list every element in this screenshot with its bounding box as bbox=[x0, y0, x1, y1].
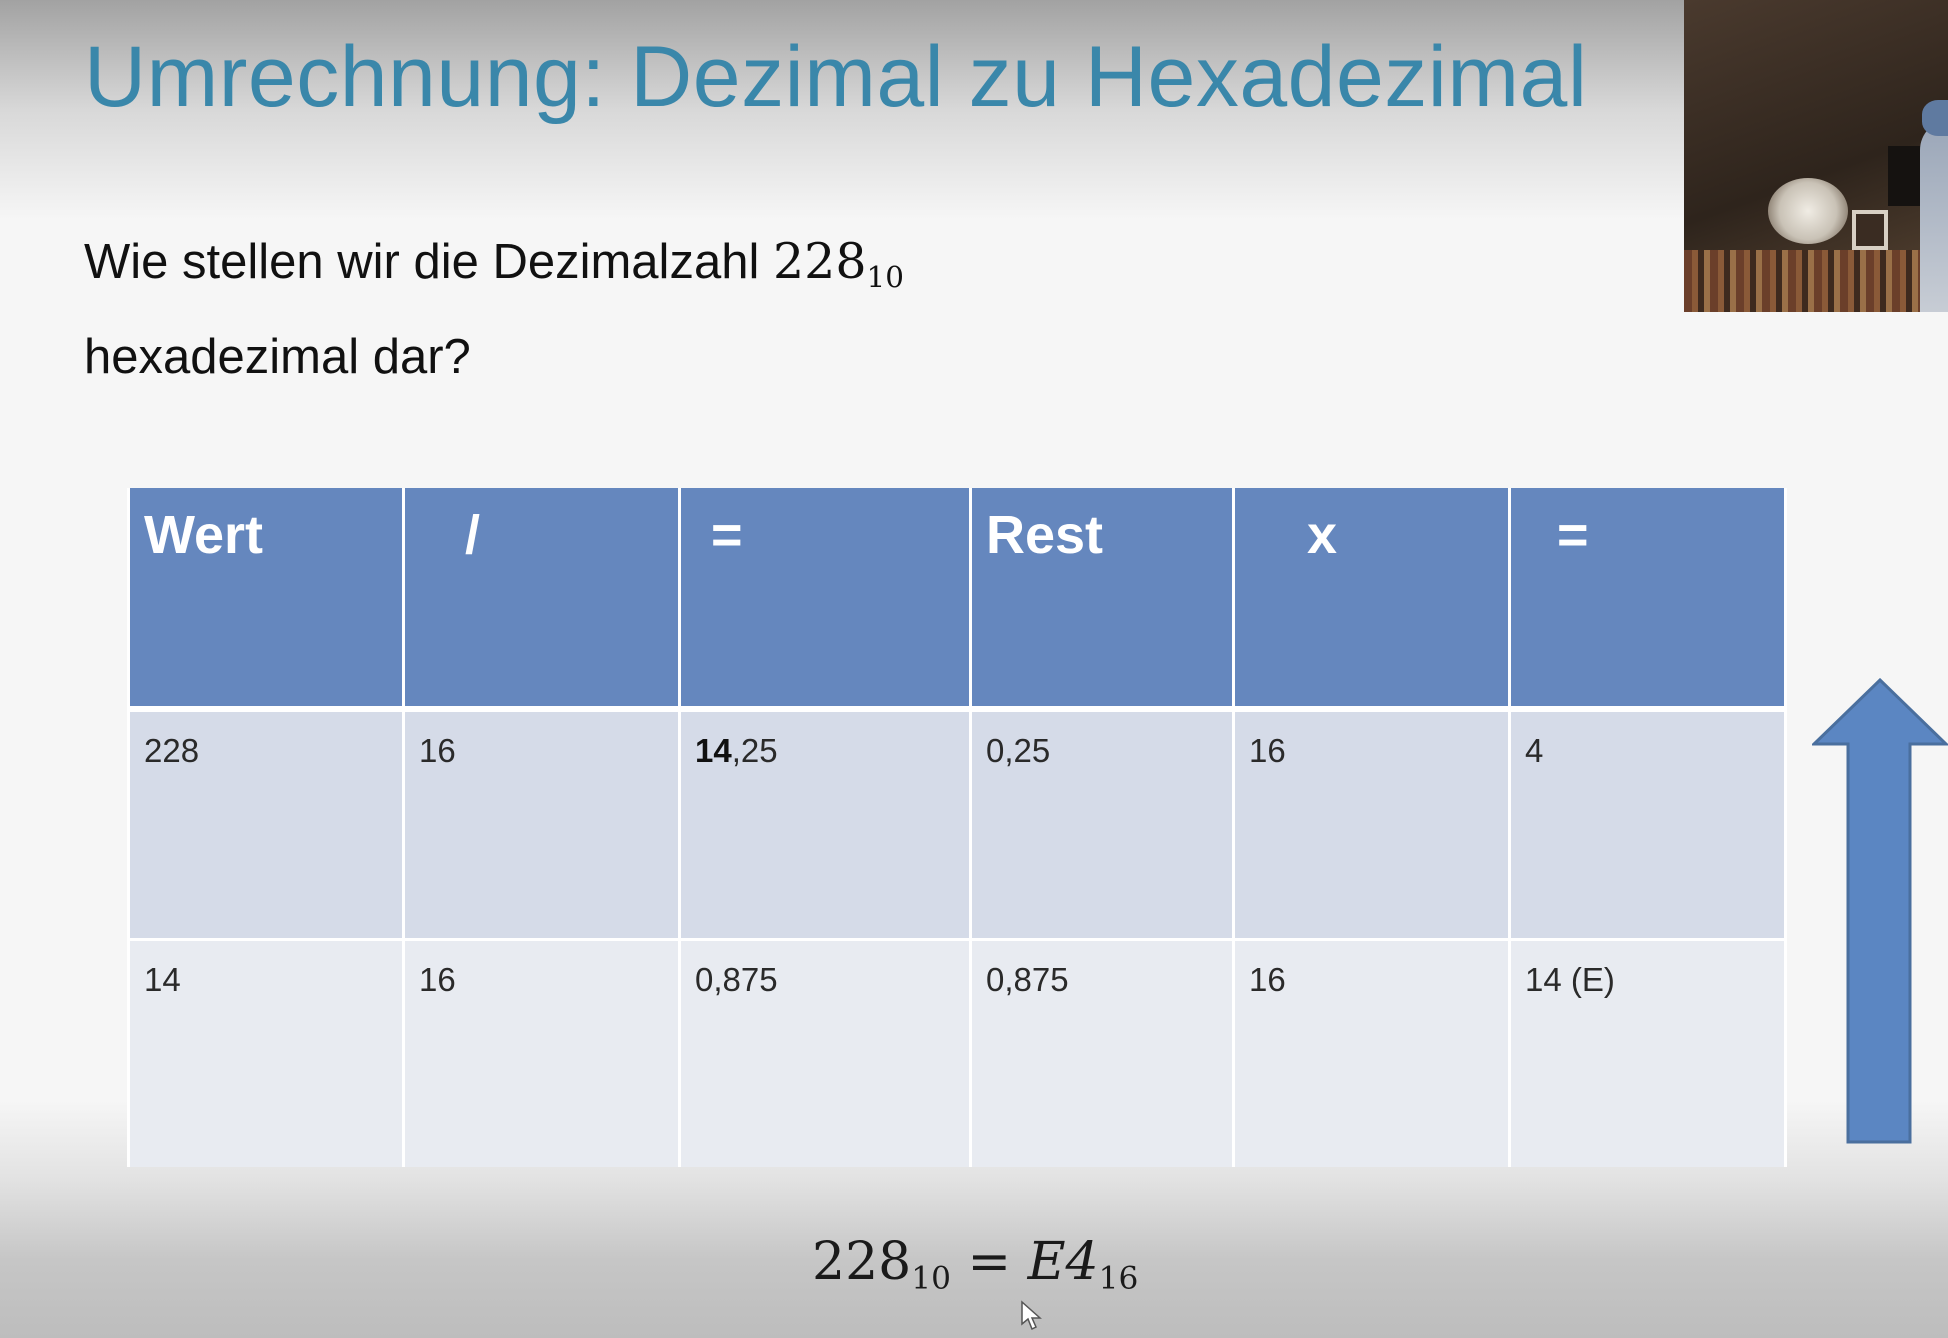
question-line-1: Wie stellen wir die Dezimalzahl 22810 bbox=[84, 233, 904, 294]
table-cell: 16 bbox=[402, 938, 681, 1167]
bookshelf bbox=[1684, 250, 1948, 312]
header-equals-2: = bbox=[1508, 488, 1787, 712]
presenter-head bbox=[1922, 100, 1948, 136]
quotient-fraction: ,25 bbox=[731, 732, 778, 769]
result-rhs: E416 bbox=[1027, 1232, 1139, 1297]
conversion-table: Wert / = Rest x = 228 16 14,25 0,25 16 4… bbox=[127, 488, 1787, 1167]
table-header-row: Wert / = Rest x = bbox=[127, 488, 1787, 712]
table-cell: 0,25 bbox=[969, 709, 1235, 940]
table-cell: 16 bbox=[1232, 709, 1511, 940]
question-number: 22810 bbox=[772, 233, 904, 294]
table-row: 14 16 0,875 0,875 16 14 (E) bbox=[127, 938, 1787, 1167]
header-equals: = bbox=[678, 488, 972, 712]
table-cell: 0,875 bbox=[969, 938, 1235, 1167]
table-cell: 0,875 bbox=[678, 938, 972, 1167]
table-cell: 14 (E) bbox=[1508, 938, 1787, 1167]
table-cell: 16 bbox=[1232, 938, 1511, 1167]
slide-question: Wie stellen wir die Dezimalzahl 22810 he… bbox=[84, 222, 904, 397]
mouse-pointer-icon bbox=[1021, 1300, 1042, 1331]
table-cell: 16 bbox=[402, 709, 681, 940]
webcam-video bbox=[1684, 0, 1948, 312]
result-lhs: 22810 bbox=[812, 1232, 951, 1297]
header-wert: Wert bbox=[127, 488, 405, 712]
header-multiply: x bbox=[1232, 488, 1511, 712]
presenter bbox=[1920, 120, 1948, 312]
table-cell: 4 bbox=[1508, 709, 1787, 940]
header-divide: / bbox=[402, 488, 681, 712]
table-cell: 228 bbox=[127, 709, 405, 940]
conversion-result: 22810 = E416 bbox=[812, 1232, 1138, 1296]
quotient-integer: 14 bbox=[695, 732, 732, 769]
table-row: 228 16 14,25 0,25 16 4 bbox=[127, 709, 1787, 940]
up-arrow-icon bbox=[1812, 678, 1948, 1144]
question-line-2: hexadezimal dar? bbox=[84, 329, 471, 384]
result-equals: = bbox=[967, 1232, 1012, 1292]
question-text: Wie stellen wir die Dezimalzahl bbox=[84, 235, 760, 289]
decorative-plate bbox=[1768, 178, 1848, 244]
table-cell: 14 bbox=[127, 938, 405, 1167]
header-rest: Rest bbox=[969, 488, 1235, 712]
picture-frame bbox=[1852, 210, 1888, 250]
slide-title: Umrechnung: Dezimal zu Hexadezimal bbox=[84, 29, 1588, 125]
table-cell: 14,25 bbox=[678, 709, 972, 940]
